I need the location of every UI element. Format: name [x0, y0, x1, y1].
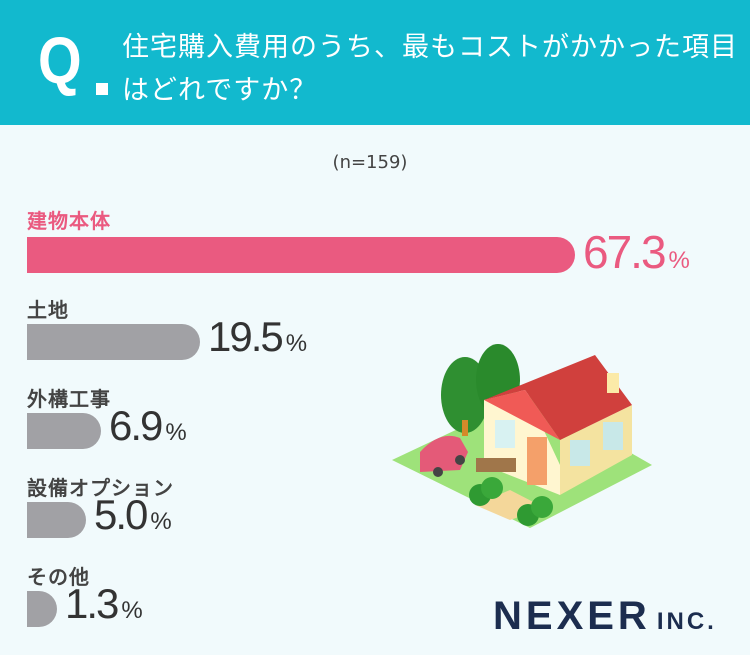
category-label: 外構工事	[27, 387, 111, 411]
value-label: 67.3%	[583, 225, 690, 279]
logo-suffix: INC.	[656, 608, 717, 635]
bar	[27, 502, 86, 538]
bar	[27, 237, 575, 273]
value-unit: %	[285, 330, 308, 357]
sample-size: (n=159)	[332, 152, 408, 173]
bar	[27, 591, 57, 627]
value-number: 6.9	[109, 402, 163, 449]
category-label: 建物本体	[27, 209, 111, 233]
value-label: 5.0%	[94, 491, 172, 539]
value-unit: %	[150, 508, 172, 535]
house-illustration	[392, 344, 652, 528]
value-number: 19.5	[208, 313, 284, 360]
value-number: 5.0	[94, 491, 148, 538]
value-label: 1.3%	[65, 580, 143, 628]
nexer-logo: NEXER INC.	[493, 594, 717, 639]
logo-name: NEXER	[493, 594, 651, 638]
q-dot	[96, 83, 108, 95]
category-label: 設備オプション	[27, 476, 174, 500]
value-number: 1.3	[65, 580, 119, 627]
category-label: その他	[27, 565, 90, 589]
bar	[27, 413, 101, 449]
value-label: 6.9%	[109, 402, 187, 450]
question-title: 住宅購入費用のうち、最もコストがかかった項目はどれですか？	[122, 32, 738, 106]
category-label: 土地	[27, 298, 69, 322]
value-number: 67.3	[583, 226, 667, 278]
value-unit: %	[165, 419, 187, 446]
value-unit: %	[121, 597, 143, 624]
value-unit: %	[668, 247, 690, 274]
question-header: Q 住宅購入費用のうち、最もコストがかかった項目はどれですか？	[0, 0, 750, 125]
value-label: 19.5%	[208, 313, 307, 361]
bar	[27, 324, 200, 360]
q-mark: Q	[38, 23, 82, 97]
